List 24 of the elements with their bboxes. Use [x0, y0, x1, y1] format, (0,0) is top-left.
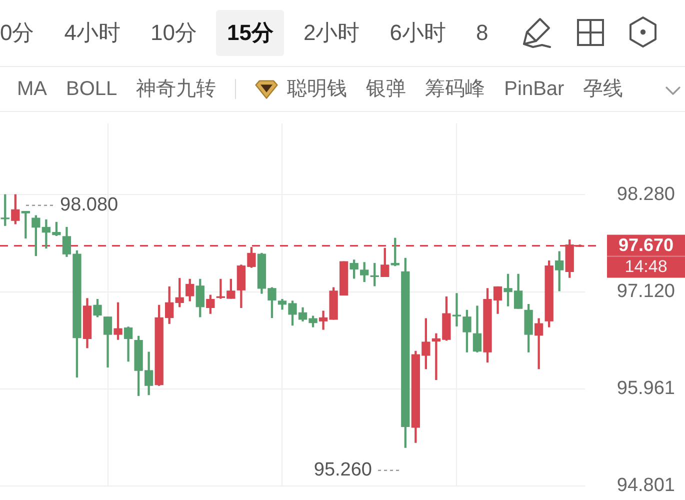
y-tick-label: 94.801 [616, 475, 675, 496]
text: BOLL [66, 77, 118, 101]
y-tick-label: 97.120 [616, 280, 675, 302]
y-tick-label: 98.280 [616, 184, 675, 205]
annotation: 98.080 [60, 194, 118, 216]
text: 聪明钱 [287, 77, 348, 101]
text: 0分 [0, 20, 34, 46]
text: 10分 [150, 20, 197, 46]
annotation: 95.260 [314, 460, 372, 481]
text: 2小时 [303, 20, 360, 46]
text: 4小时 [64, 20, 120, 46]
selected-tab: 15分 [216, 10, 284, 56]
text: 6小时 [390, 20, 446, 46]
candlestick [452, 293, 462, 326]
text: MA [17, 77, 47, 101]
text: PinBar [504, 77, 564, 101]
text: 8 [476, 20, 488, 46]
text: 孕线 [583, 77, 624, 101]
text: 神奇九转 [136, 77, 216, 101]
text: 银弹 [366, 77, 406, 101]
ref-line-label: 97.670 [618, 235, 674, 256]
text: 筹码峰 [425, 77, 486, 101]
text: 14:48 [624, 256, 668, 276]
y-tick-label: 95.961 [616, 378, 675, 400]
